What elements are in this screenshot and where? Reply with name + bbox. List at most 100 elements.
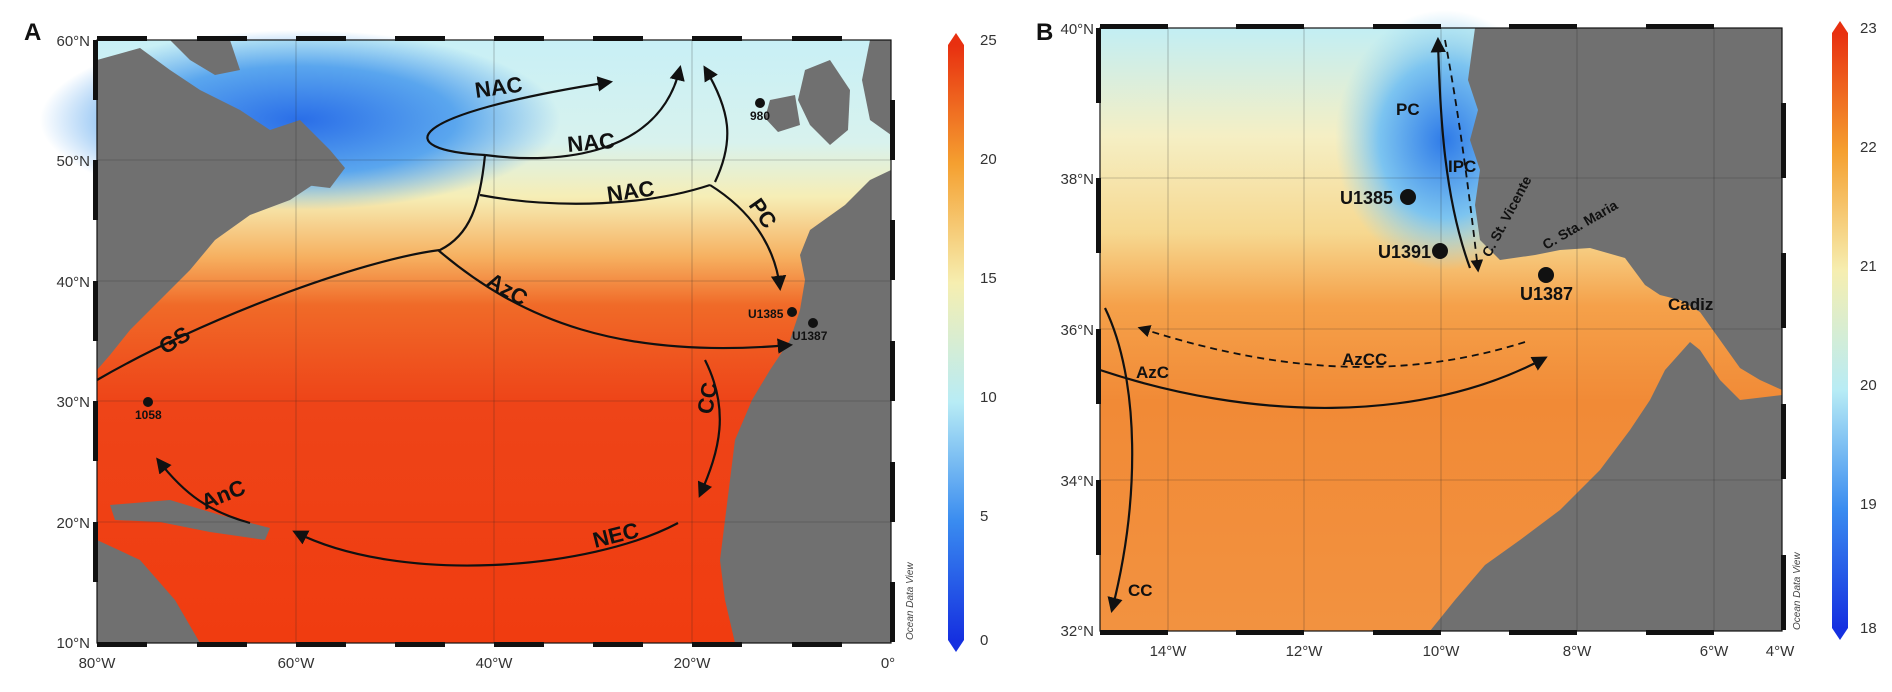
newfoundland-land <box>300 150 345 188</box>
pc-b-current <box>1430 36 1472 269</box>
colorbar-b-tick-23: 23 <box>1860 20 1877 37</box>
colorbar-a-tick-5: 5 <box>980 508 988 525</box>
lon-tick-14w: 14°W <box>1150 643 1188 660</box>
cc-b-label: CC <box>1128 581 1153 600</box>
cc-label: CC <box>692 380 722 416</box>
colorbar-b-top-cap <box>1832 21 1848 33</box>
site-u1391-b-marker <box>1432 243 1448 259</box>
nac-label-2: NAC <box>566 128 616 157</box>
pc-b-label: PC <box>1396 100 1420 119</box>
iberia-africa-land <box>720 170 891 643</box>
colorbar-b-tick-18: 18 <box>1860 620 1877 637</box>
panel-a-border-ticks <box>93 36 895 647</box>
colorbar-b-tick-21: 21 <box>1860 258 1877 275</box>
site-u1385-label: U1385 <box>748 307 784 321</box>
lat-tick-20n: 20°N <box>56 515 90 532</box>
lon-tick-0: 0° <box>881 655 895 672</box>
colorbar-b-bottom-cap <box>1832 628 1848 640</box>
colorbar-b-scale <box>1832 33 1848 628</box>
lon-tick-60w: 60°W <box>278 655 316 672</box>
panel-a-currents <box>96 64 794 567</box>
ipc-b-label: IPC <box>1448 157 1476 176</box>
panel-b-sites: U1385 U1391 U1387 <box>1340 188 1573 304</box>
caribbean-land <box>110 500 270 540</box>
panel-a: A <box>24 19 997 672</box>
nac-lower-current <box>479 183 711 205</box>
lon-tick-40w: 40°W <box>476 655 514 672</box>
site-u1387-marker <box>808 318 818 328</box>
panel-a-grid <box>97 40 891 643</box>
lat-tick-60n: 60°N <box>56 33 90 50</box>
labrador-land <box>170 40 240 75</box>
pc-current <box>709 184 787 292</box>
colorbar-a-tick-20: 20 <box>980 151 997 168</box>
lon-tick-10w: 10°W <box>1423 643 1461 660</box>
nec-current <box>292 522 679 567</box>
ireland-land <box>765 95 800 132</box>
lat-tick-36n-b: 36°N <box>1060 322 1094 339</box>
colorbar-b-tick-20: 20 <box>1860 377 1877 394</box>
azc-b-current <box>1099 356 1548 409</box>
lat-tick-30n: 30°N <box>56 394 90 411</box>
panel-a-lon-ticks: 80°W 60°W 40°W 20°W 0° <box>79 655 896 672</box>
cc-current <box>697 359 721 498</box>
panel-b: B <box>1036 10 1877 660</box>
panel-b-border-ticks <box>1096 24 1786 635</box>
azc-b-label: AzC <box>1136 363 1169 382</box>
lat-tick-34n-b: 34°N <box>1060 473 1094 490</box>
nac-upper-current <box>426 76 614 157</box>
panel-b-lat-ticks: 40°N 38°N 36°N 34°N 32°N <box>1060 21 1094 640</box>
cc-b-current <box>1104 307 1134 613</box>
panel-b-lon-ticks: 14°W 12°W 10°W 8°W 6°W 4°W <box>1150 643 1796 660</box>
panel-b-current-labels: PC IPC AzCC AzC CC <box>1128 100 1476 600</box>
panel-a-map <box>40 30 895 647</box>
colorbar-b-tick-19: 19 <box>1860 496 1877 513</box>
site-u1387-label: U1387 <box>792 329 828 343</box>
panel-b-letter: B <box>1036 19 1053 46</box>
panel-a-lat-ticks: 60°N 50°N 40°N 30°N 20°N 10°N <box>56 33 90 652</box>
lat-tick-50n: 50°N <box>56 153 90 170</box>
panel-a-sites: 980 U1385 U1387 1058 <box>135 98 828 422</box>
lon-tick-20w: 20°W <box>674 655 712 672</box>
europe-land <box>862 40 891 135</box>
lat-tick-10n: 10°N <box>56 635 90 652</box>
colorbar-a-bottom-cap <box>948 640 964 652</box>
site-u1387-b-marker <box>1538 267 1554 283</box>
panel-a-letter: A <box>24 19 41 46</box>
site-u1385-b-label: U1385 <box>1340 188 1393 208</box>
colorbar-a-top-cap <box>948 33 964 45</box>
lon-tick-8w: 8°W <box>1563 643 1592 660</box>
panel-b-grid <box>1100 28 1782 631</box>
north-america-land <box>97 48 330 370</box>
iberia-land <box>1468 28 1782 390</box>
colorbar-a-tick-10: 10 <box>980 389 997 406</box>
azc-current <box>437 249 794 354</box>
lon-tick-80w: 80°W <box>79 655 117 672</box>
site-980-label: 980 <box>750 109 770 123</box>
lat-tick-40n: 40°N <box>56 274 90 291</box>
gulf-stream-current <box>96 154 487 381</box>
site-u1391-b-label: U1391 <box>1378 242 1431 262</box>
central-america-land <box>97 540 200 643</box>
africa-land <box>1430 342 1782 631</box>
azcc-b-label: AzCC <box>1342 350 1387 369</box>
site-u1385-b-marker <box>1400 189 1416 205</box>
colorbar-a-tick-25: 25 <box>980 32 997 49</box>
site-u1385-marker <box>787 307 797 317</box>
nac-middle-current <box>484 64 685 160</box>
panel-b-currents <box>1099 36 1548 613</box>
lon-tick-4w: 4°W <box>1766 643 1795 660</box>
lat-tick-38n-b: 38°N <box>1060 171 1094 188</box>
ipc-b-current <box>1444 39 1484 273</box>
site-1058-marker <box>143 397 153 407</box>
site-980-marker <box>755 98 765 108</box>
azcc-b-current <box>1137 325 1526 368</box>
lat-tick-32n-b: 32°N <box>1060 623 1094 640</box>
lat-tick-40n-b: 40°N <box>1060 21 1094 38</box>
colorbar-a-tick-0: 0 <box>980 632 988 649</box>
site-1058-label: 1058 <box>135 408 162 422</box>
lon-tick-6w: 6°W <box>1700 643 1729 660</box>
lon-tick-12w: 12°W <box>1286 643 1324 660</box>
cadiz-label: Cadiz <box>1668 295 1713 314</box>
panel-b-map <box>1096 10 1786 635</box>
